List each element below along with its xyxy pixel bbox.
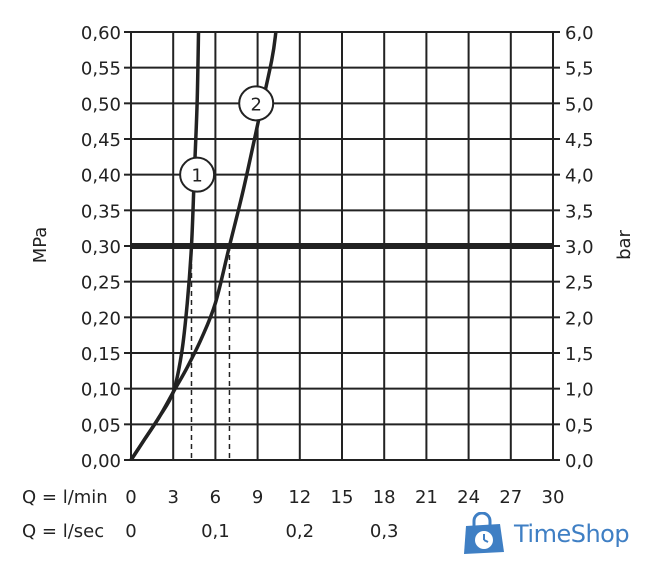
series-labels: 12 [179,85,275,193]
y-tick-label-right: 2,0 [565,308,594,329]
x-tick-label-lmin: 3 [167,487,178,508]
y-tick-label-left: 0,00 [81,451,121,472]
x-tick-label-lmin: 0 [125,487,136,508]
y-tick-label-right: 0,0 [565,451,594,472]
watermark-logo: TimeShop [462,512,630,556]
y-tick-label-left: 0,25 [81,273,121,294]
y-tick-label-right: 4,0 [565,166,594,187]
y-tick-label-right: 3,5 [565,201,594,222]
x-tick-label-lsec: 0 [125,521,136,542]
x-tick-label-lmin: 15 [331,487,354,508]
x-tick-label-lsec: 0,3 [370,521,399,542]
y-tick-label-left: 0,15 [81,344,121,365]
y-tick-label-left: 0,10 [81,380,121,401]
x-tick-label-lsec: 0,1 [201,521,230,542]
y-tick-label-right: 3,0 [565,237,594,258]
x-tick-label-lmin: 9 [252,487,263,508]
x-tick-label-lmin: 27 [499,487,522,508]
y-tick-label-left: 0,35 [81,201,121,222]
y-tick-label-right: 2,5 [565,273,594,294]
y-tick-label-left: 0,05 [81,415,121,436]
y-tick-label-left: 0,30 [81,237,121,258]
x-axis-primary-title: Q = l/min [22,487,108,508]
x-tick-label-lmin: 21 [415,487,438,508]
y-tick-label-left: 0,55 [81,59,121,80]
y-axis-right-title: bar [614,229,635,259]
y-tick-label-left: 0,40 [81,166,121,187]
series-2-label: 2 [250,94,261,115]
series-1-label: 1 [191,166,202,187]
shopping-bag-clock-icon [464,512,504,554]
y-tick-label-left: 0,60 [81,23,121,44]
x-tick-label-lmin: 18 [373,487,396,508]
y-tick-label-right: 5,5 [565,59,594,80]
watermark-text: TimeShop [514,520,630,548]
x-tick-label-lmin: 24 [457,487,480,508]
y-tick-label-right: 0,5 [565,415,594,436]
x-tick-label-lmin: 12 [288,487,311,508]
y-tick-label-left: 0,50 [81,94,121,115]
y-tick-label-right: 6,0 [565,23,594,44]
y-tick-label-right: 1,0 [565,380,594,401]
y-axis-left-title: MPa [30,227,51,264]
x-tick-label-lmin: 6 [210,487,221,508]
x-axis-secondary-title: Q = l/sec [22,521,104,542]
x-tick-label-lmin: 30 [542,487,565,508]
y-tick-label-left: 0,45 [81,130,121,151]
series-1-label-circle [179,156,216,193]
series-2-label-circle [238,85,275,122]
tick-labels: 0,000,050,100,150,200,250,300,350,400,45… [81,23,594,542]
y-tick-label-right: 1,5 [565,344,594,365]
y-tick-label-right: 5,0 [565,94,594,115]
x-tick-label-lsec: 0,2 [285,521,314,542]
y-tick-label-right: 4,5 [565,130,594,151]
y-tick-label-left: 0,20 [81,308,121,329]
